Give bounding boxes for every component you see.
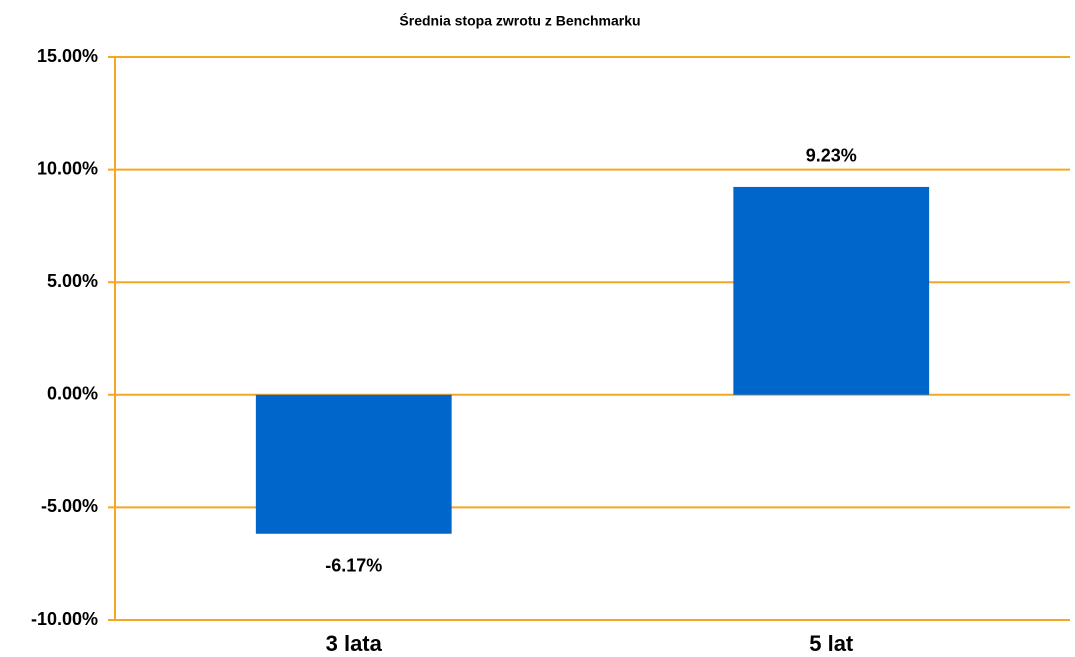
bar	[255, 394, 452, 534]
chart-title: Średnia stopa zwrotu z Benchmarku	[399, 12, 640, 29]
x-tick-label: 5 lat	[809, 631, 854, 656]
y-tick-label: -5.00%	[41, 496, 98, 516]
bar	[733, 186, 930, 395]
data-label: 9.23%	[806, 146, 857, 166]
y-tick-label: 15.00%	[37, 46, 98, 66]
y-tick-label: 5.00%	[47, 271, 98, 291]
data-label: -6.17%	[325, 555, 382, 575]
y-tick-label: 0.00%	[47, 384, 98, 404]
y-tick-label: 10.00%	[37, 158, 98, 178]
y-tick-label: -10.00%	[31, 609, 98, 629]
x-tick-label: 3 lata	[326, 631, 383, 656]
